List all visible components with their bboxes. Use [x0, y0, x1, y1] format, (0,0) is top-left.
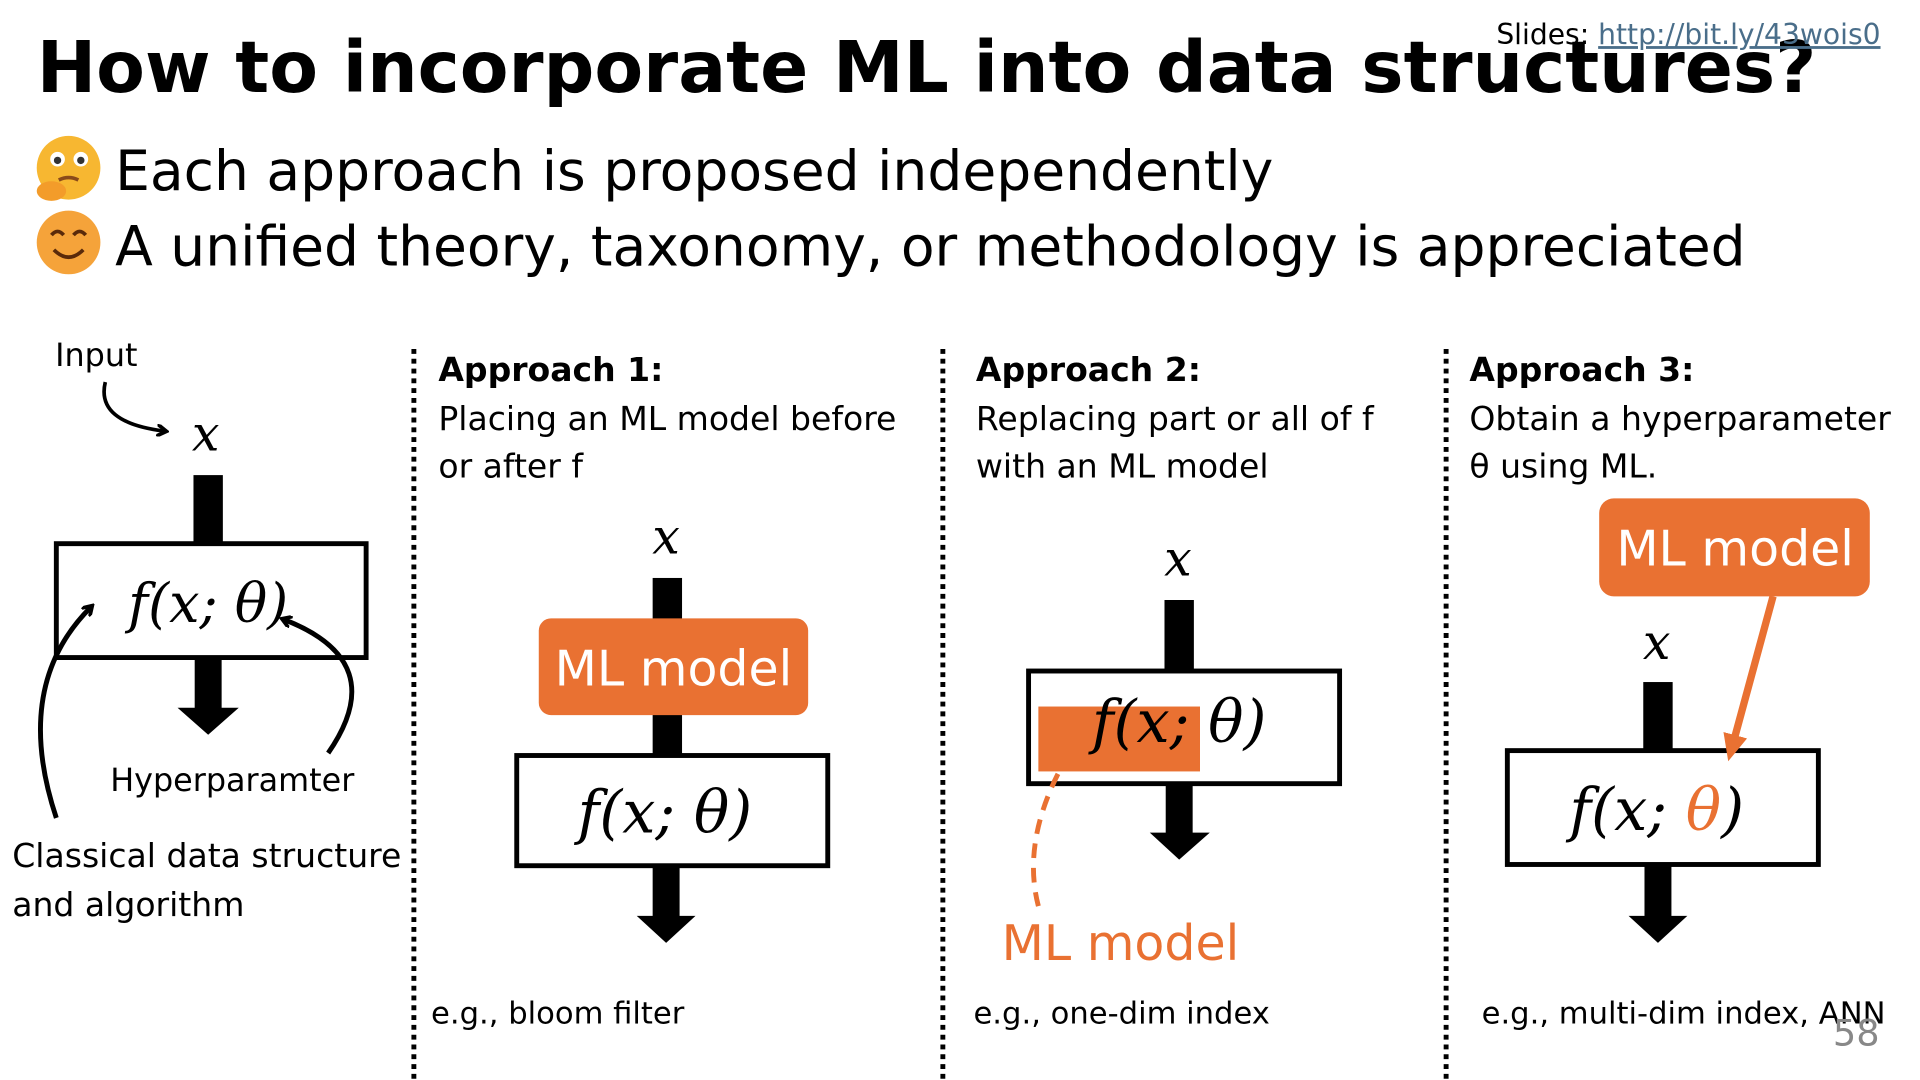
slides-prefix: Slides: — [1496, 18, 1598, 51]
x-label: x — [652, 508, 680, 565]
approach-description: or after f — [438, 447, 584, 486]
ml-model-box — [538, 618, 809, 716]
function-box — [1504, 748, 1821, 867]
input-arrow — [102, 381, 164, 431]
caption: Classical data structure — [12, 836, 401, 875]
input-label: Input — [55, 336, 137, 374]
emoji-smile — [36, 210, 101, 275]
output-arrow — [177, 657, 239, 735]
function: f(x; θ) — [1088, 687, 1267, 756]
example: e.g., one-dim index — [973, 997, 1269, 1032]
slides-url[interactable]: http://bit.ly/43wois0 — [1598, 18, 1880, 51]
curved-arrow — [38, 607, 90, 819]
ml-model-box — [1599, 498, 1870, 597]
ml-model-label: ML model — [1002, 915, 1240, 972]
title: How to incorporate ML into data structur… — [37, 26, 1817, 109]
ml-model-label: ML model — [555, 641, 793, 698]
stem — [1643, 682, 1673, 754]
dashed-link — [1031, 772, 1061, 907]
function-part: f(x; — [1565, 775, 1685, 844]
page-number: 58 — [1833, 1012, 1880, 1055]
approach-description: θ using ML. — [1469, 447, 1657, 486]
output-arrow — [636, 865, 696, 943]
approach-description: Placing an ML model before — [438, 399, 896, 438]
output-arrow — [1628, 864, 1688, 943]
ml-model-label: ML model — [1616, 521, 1854, 578]
bullet: Each approach is proposed independently — [115, 139, 1273, 203]
output-arrow — [1149, 783, 1210, 860]
approach-heading: Approach 2: — [976, 350, 1201, 389]
slides-link: Slides: http://bit.ly/43wois0 — [1496, 18, 1880, 51]
approach-heading: Approach 1: — [438, 350, 663, 389]
stem — [1164, 600, 1194, 674]
function-box — [53, 541, 369, 660]
approach-heading: Approach 3: — [1469, 350, 1694, 389]
x-label: x — [192, 406, 220, 463]
approach-description: Obtain a hyperparameter — [1469, 399, 1891, 438]
replaced-part — [1038, 706, 1200, 772]
curved-arrow — [284, 620, 355, 755]
approach-description: Replacing part or all of f — [976, 399, 1375, 438]
example: e.g., multi-dim index, ANN — [1482, 997, 1886, 1032]
theta: θ — [1686, 775, 1721, 844]
bullet: A unified theory, taxonomy, or methodolo… — [115, 215, 1746, 279]
x-label: x — [1643, 614, 1671, 671]
function: f(x; θ) — [1565, 775, 1744, 844]
function: f(x; θ) — [124, 572, 288, 635]
caption: and algorithm — [12, 885, 244, 924]
emoji-thinking — [36, 135, 101, 201]
approach-description: with an ML model — [976, 447, 1269, 486]
example: e.g., bloom filter — [431, 997, 685, 1032]
function: f(x; θ) — [574, 778, 753, 847]
function-part: ) — [1719, 775, 1744, 844]
hyperparameter-label: Hyperparamter — [110, 761, 355, 799]
ml-arrow — [1723, 595, 1777, 762]
stem — [193, 475, 223, 545]
x-label: x — [1164, 531, 1192, 588]
